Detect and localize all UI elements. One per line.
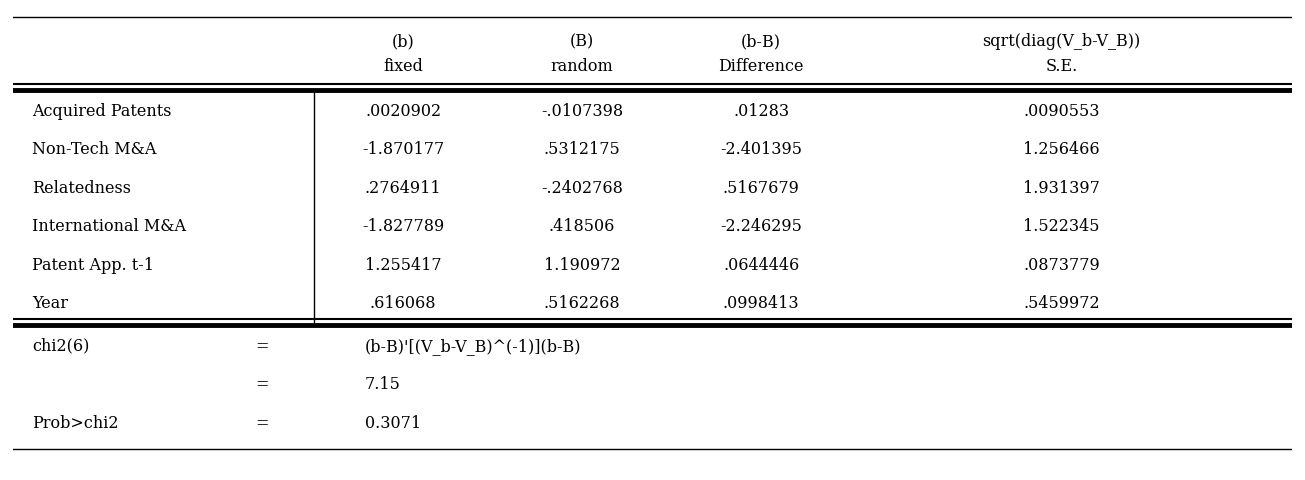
Text: .418506: .418506 [549, 218, 616, 235]
Text: .5312175: .5312175 [544, 141, 621, 158]
Text: -1.870177: -1.870177 [361, 141, 444, 158]
Text: -2.246295: -2.246295 [720, 218, 803, 235]
Text: Relatedness: Relatedness [33, 180, 132, 197]
Text: Year: Year [33, 295, 68, 312]
Text: -2.401395: -2.401395 [720, 141, 803, 158]
Text: =: = [256, 415, 269, 432]
Text: =: = [256, 338, 269, 355]
Text: Prob>chi2: Prob>chi2 [33, 415, 119, 432]
Text: .01283: .01283 [733, 103, 790, 120]
Text: .5167679: .5167679 [723, 180, 800, 197]
Text: .0020902: .0020902 [365, 103, 441, 120]
Text: fixed: fixed [384, 58, 423, 75]
Text: -.2402768: -.2402768 [542, 180, 622, 197]
Text: Acquired Patents: Acquired Patents [33, 103, 172, 120]
Text: 1.190972: 1.190972 [544, 257, 620, 274]
Text: .0644446: .0644446 [723, 257, 800, 274]
Text: -.0107398: -.0107398 [542, 103, 624, 120]
Text: (b-B)'[(V_b-V_B)^(-1)](b-B): (b-B)'[(V_b-V_B)^(-1)](b-B) [365, 338, 581, 355]
Text: Patent App. t-1: Patent App. t-1 [33, 257, 154, 274]
Text: 1.522345: 1.522345 [1023, 218, 1100, 235]
Text: .616068: .616068 [369, 295, 436, 312]
Text: International M&A: International M&A [33, 218, 187, 235]
Text: .0998413: .0998413 [723, 295, 800, 312]
Text: S.E.: S.E. [1045, 58, 1078, 75]
Text: 1.931397: 1.931397 [1023, 180, 1100, 197]
Text: =: = [256, 376, 269, 394]
Text: .0873779: .0873779 [1023, 257, 1100, 274]
Text: Non-Tech M&A: Non-Tech M&A [33, 141, 157, 158]
Text: 7.15: 7.15 [365, 376, 401, 394]
Text: -1.827789: -1.827789 [361, 218, 444, 235]
Text: (b): (b) [392, 33, 415, 50]
Text: Difference: Difference [719, 58, 804, 75]
Text: sqrt(diag(V_b-V_B)): sqrt(diag(V_b-V_B)) [983, 33, 1141, 50]
Text: (b-B): (b-B) [741, 33, 782, 50]
Text: .2764911: .2764911 [365, 180, 441, 197]
Text: .5162268: .5162268 [544, 295, 620, 312]
Text: .5459972: .5459972 [1023, 295, 1100, 312]
Text: 0.3071: 0.3071 [365, 415, 422, 432]
Text: chi2(6): chi2(6) [33, 338, 90, 355]
Text: 1.255417: 1.255417 [365, 257, 441, 274]
Text: .0090553: .0090553 [1023, 103, 1100, 120]
Text: random: random [551, 58, 613, 75]
Text: 1.256466: 1.256466 [1023, 141, 1100, 158]
Text: (B): (B) [570, 33, 594, 50]
